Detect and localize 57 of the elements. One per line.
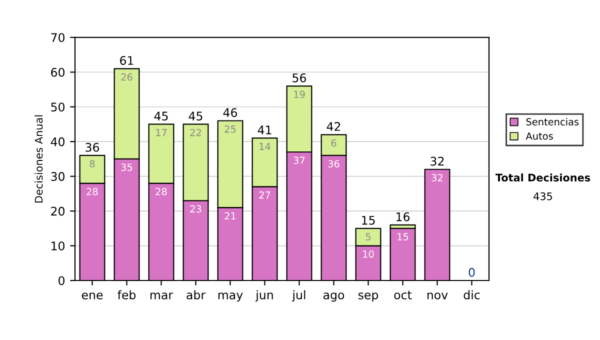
x-tick-label: abr bbox=[186, 290, 206, 300]
data-label: 27 bbox=[259, 191, 270, 199]
x-tick-label: jun bbox=[255, 290, 273, 302]
data-label: 5 bbox=[366, 233, 370, 240]
legend-label: Sentencias bbox=[526, 118, 579, 126]
total-label: 36 bbox=[86, 142, 100, 152]
total-label: 56 bbox=[292, 73, 306, 82]
text: 435 bbox=[534, 192, 552, 200]
total-label: 45 bbox=[154, 112, 168, 121]
x-tick-label: feb bbox=[118, 290, 136, 300]
data-label: 26 bbox=[121, 73, 132, 81]
data-label: 32 bbox=[432, 174, 442, 182]
data-label: 6 bbox=[331, 139, 336, 147]
y-tick-label: 30 bbox=[51, 172, 64, 181]
data-label: 8 bbox=[90, 160, 95, 168]
data-label: 19 bbox=[294, 90, 305, 98]
data-label: 37 bbox=[294, 156, 305, 164]
x-tick-label: nov bbox=[427, 292, 448, 300]
data-label: 28 bbox=[86, 188, 98, 196]
total-label: 42 bbox=[326, 122, 340, 131]
y-tick-label: 60 bbox=[51, 68, 64, 77]
data-label: 15 bbox=[398, 233, 408, 240]
total-label: 61 bbox=[120, 56, 134, 65]
total-label: 16 bbox=[396, 212, 410, 222]
legend-label: Autos bbox=[526, 132, 553, 140]
x-tick-label: dic bbox=[464, 290, 480, 300]
x-tick-label: ago bbox=[323, 292, 344, 302]
x-tick-label: jul bbox=[292, 290, 306, 302]
y-tick-label: 70 bbox=[51, 33, 64, 42]
y-tick-label: 50 bbox=[51, 102, 64, 112]
data-label: 17 bbox=[156, 129, 167, 136]
x-tick-label: ene bbox=[82, 292, 103, 300]
data-label: 35 bbox=[121, 164, 132, 171]
total-label: 41 bbox=[258, 126, 272, 134]
data-label: 22 bbox=[190, 128, 201, 136]
data-label: 14 bbox=[260, 142, 270, 150]
total-label: 32 bbox=[430, 156, 444, 166]
x-tick-label: sep bbox=[358, 292, 378, 302]
text: Total Decisiones bbox=[495, 173, 590, 182]
y-tick-label: 10 bbox=[52, 241, 64, 250]
x-tick-label: mar bbox=[150, 292, 174, 300]
data-label: 23 bbox=[190, 205, 202, 213]
total-label: 46 bbox=[223, 108, 238, 118]
data-label: 25 bbox=[224, 125, 236, 133]
data-label: 28 bbox=[156, 188, 167, 196]
y-tick-label: 0 bbox=[58, 276, 64, 286]
data-label: 21 bbox=[224, 212, 236, 220]
total-label: 0 bbox=[468, 268, 475, 277]
data-label: 10 bbox=[363, 250, 374, 258]
total-label: 45 bbox=[188, 112, 202, 121]
y-tick-label: 20 bbox=[51, 206, 64, 216]
y-axis-title: Decisiones Anual bbox=[34, 115, 43, 202]
x-tick-label: may bbox=[218, 292, 243, 302]
x-tick-label: oct bbox=[394, 290, 412, 300]
data-label: 36 bbox=[328, 160, 340, 168]
y-tick-label: 40 bbox=[50, 137, 64, 146]
total-label: 15 bbox=[362, 216, 375, 225]
